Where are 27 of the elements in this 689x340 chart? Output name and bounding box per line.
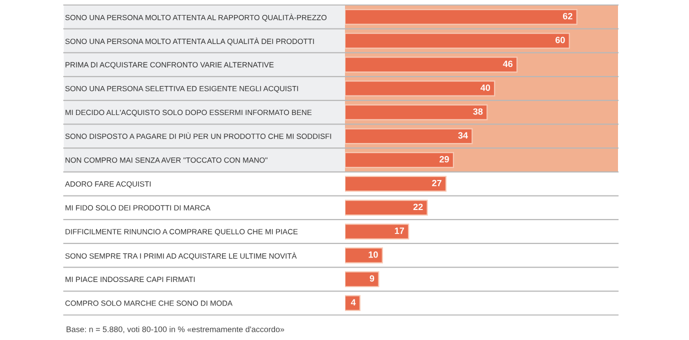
- bar: [345, 128, 473, 144]
- bar: [345, 200, 428, 216]
- data-label: 22: [413, 204, 423, 210]
- data-label: 27: [432, 180, 442, 186]
- data-label: 34: [458, 132, 468, 139]
- bar: [345, 104, 488, 120]
- data-label: 9: [370, 275, 374, 282]
- bar: [345, 295, 361, 312]
- bar: [345, 271, 380, 288]
- bar: [345, 176, 447, 192]
- bar: [345, 32, 570, 49]
- data-label: 10: [368, 251, 378, 258]
- data-label: 38: [473, 108, 483, 115]
- bar: [345, 80, 496, 96]
- text: Base: n = 5.880, voti 80-100 in % «estremamente d'accordo»: [66, 326, 284, 334]
- data-label: 4: [350, 299, 356, 306]
- bar: [345, 247, 383, 264]
- data-label: 46: [502, 60, 513, 68]
- bar: [345, 224, 410, 240]
- data-label: 40: [480, 84, 490, 91]
- bar: [345, 8, 578, 25]
- data-label: 62: [562, 12, 572, 20]
- data-label: 17: [394, 228, 404, 234]
- bar: [345, 152, 454, 168]
- data-label: 60: [556, 36, 565, 44]
- data-label: 29: [440, 156, 449, 162]
- bar: [345, 56, 518, 73]
